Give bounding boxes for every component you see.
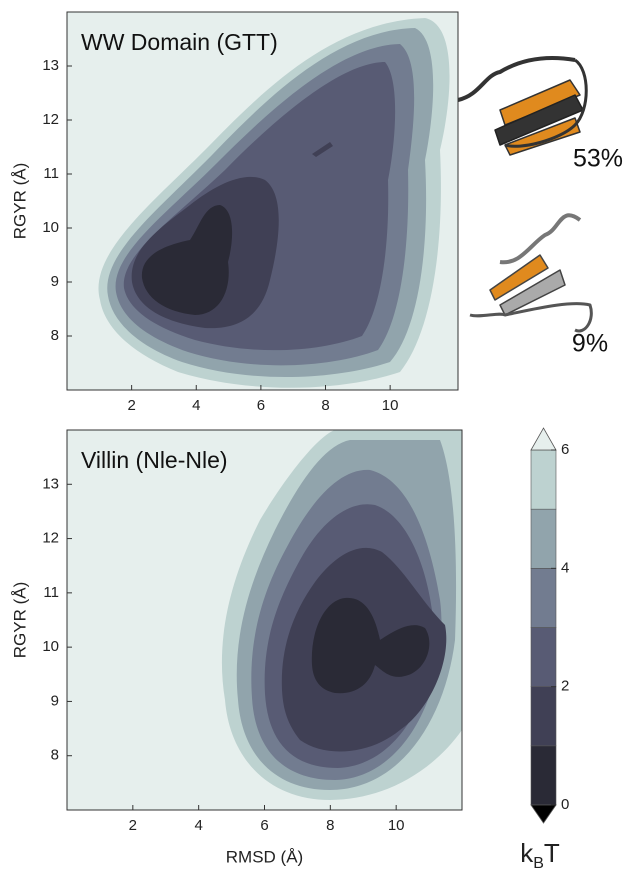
x-tick-label: 8 <box>321 397 329 414</box>
x-tick-label: 2 <box>127 397 135 414</box>
colorbar-tick-label: 0 <box>561 796 569 813</box>
y-tick-label: 9 <box>51 273 59 290</box>
colorbar-label-part: B <box>533 855 544 872</box>
y-tick-label: 10 <box>42 219 59 236</box>
panel-top <box>67 12 458 390</box>
colorbar-tick-label: 2 <box>561 678 569 695</box>
x-tick-label: 10 <box>388 817 405 834</box>
x-tick-label: 2 <box>129 817 137 834</box>
contour <box>141 205 233 315</box>
colorbar-label-part: k <box>520 838 534 868</box>
x-tick-label: 6 <box>260 817 268 834</box>
x-axis-label: RMSD (Å) <box>226 847 303 866</box>
y-tick-label: 11 <box>43 165 59 182</box>
colorbar-tick-label: 4 <box>561 559 569 576</box>
contour <box>312 142 333 157</box>
colorbar-segment <box>530 686 557 747</box>
annotation: 9% <box>572 330 608 358</box>
y-tick-label: 8 <box>51 327 59 344</box>
plot-frame <box>66 11 459 391</box>
contour <box>311 597 430 694</box>
y-tick-label: 11 <box>43 584 59 601</box>
y-tick-label: 8 <box>51 747 59 764</box>
y-axis-label: RGYR (Å) <box>10 163 29 240</box>
y-tick-label: 10 <box>42 638 59 655</box>
x-tick-label: 10 <box>382 397 399 414</box>
y-tick-label: 12 <box>42 111 59 128</box>
x-tick-label: 6 <box>257 397 265 414</box>
x-tick-label: 4 <box>192 397 200 414</box>
colorbar-segment <box>530 627 557 687</box>
colorbar-tick-label: 6 <box>561 441 569 458</box>
protein-structure <box>457 56 593 333</box>
y-axis-label: RGYR (Å) <box>10 582 29 659</box>
colorbar-under <box>530 804 557 824</box>
colorbar-segment <box>530 568 557 628</box>
y-tick-label: 9 <box>51 692 59 709</box>
colorbar-label: kBT <box>520 838 560 872</box>
colorbar-segment <box>530 449 557 510</box>
chart-layer: 2 4 6 8 10 8 9 10 11 12 13 WW Domain (GTT) RGYR (Å) 5… <box>10 11 623 872</box>
y-tick-label: 12 <box>42 530 59 547</box>
colorbar-over <box>530 427 557 451</box>
colorbar-segment <box>530 745 557 806</box>
chart-title: WW Domain (GTT) <box>81 29 278 55</box>
y-tick-label: 13 <box>42 475 59 492</box>
x-tick-label: 4 <box>194 817 202 834</box>
colorbar-segment <box>530 508 557 569</box>
y-tick-label: 13 <box>42 57 59 74</box>
chart-title: Villin (Nle-Nle) <box>81 447 228 473</box>
annotation: 53% <box>573 145 623 173</box>
panel-bottom <box>67 430 462 810</box>
x-tick-label: 8 <box>326 817 334 834</box>
colorbar-label-part: T <box>544 838 560 868</box>
